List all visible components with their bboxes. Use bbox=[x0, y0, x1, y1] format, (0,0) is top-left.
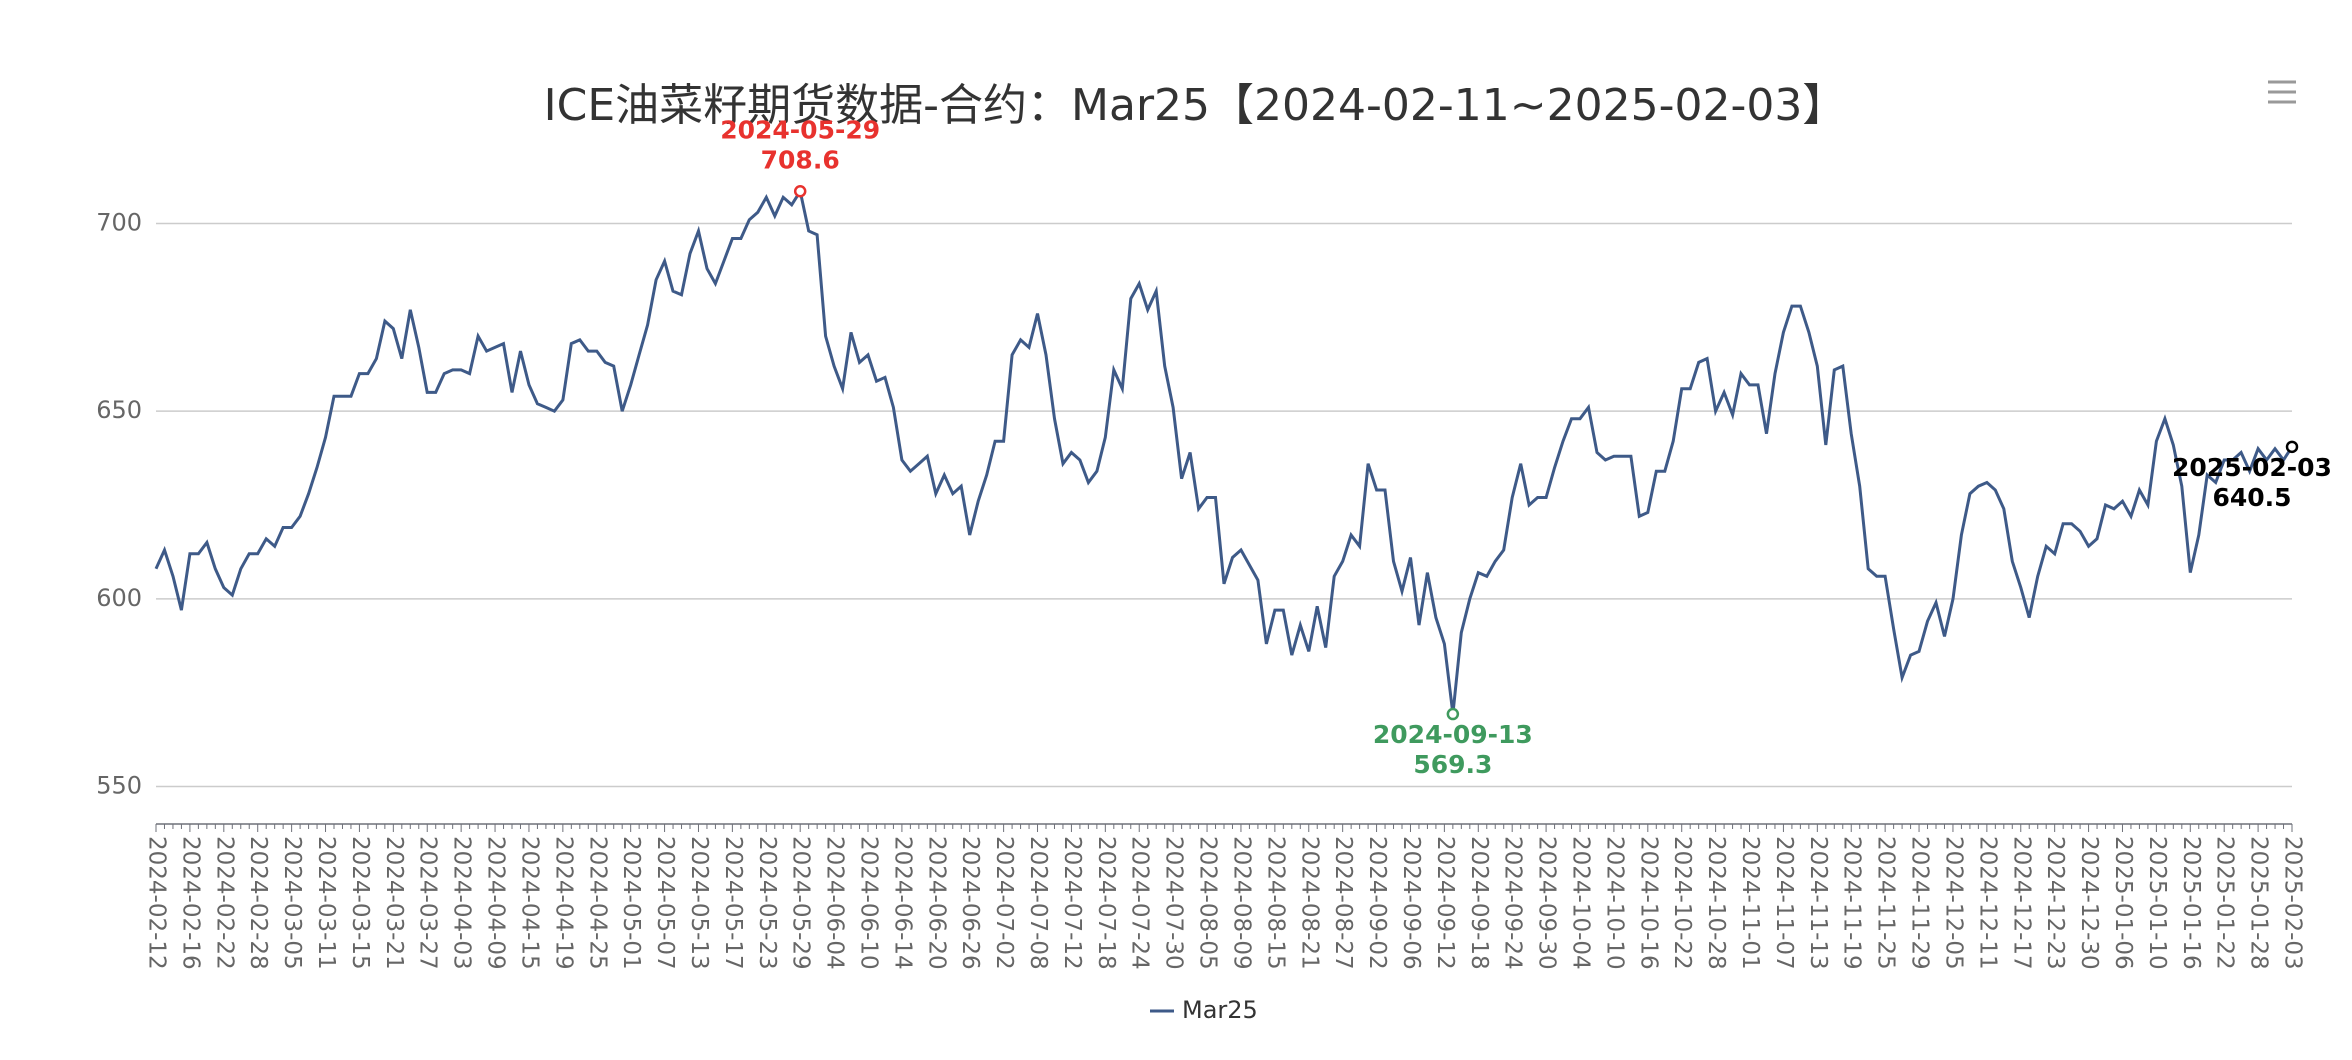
x-tick-label: 2024-08-27 bbox=[1330, 836, 1356, 970]
x-tick-label: 2024-03-27 bbox=[415, 836, 441, 970]
series-line bbox=[154, 187, 2294, 715]
x-tick-label: 2025-01-16 bbox=[2178, 836, 2204, 970]
x-tick-label: 2024-05-13 bbox=[686, 836, 712, 970]
x-tick-label: 2024-08-05 bbox=[1195, 836, 1221, 970]
x-tick-label: 2024-11-25 bbox=[1873, 836, 1899, 970]
x-tick-label: 2024-10-28 bbox=[1703, 836, 1729, 970]
x-tick-label: 2024-05-23 bbox=[754, 836, 780, 970]
x-tick-label: 2024-09-02 bbox=[1364, 836, 1390, 970]
x-tick-label: 2024-06-14 bbox=[889, 836, 915, 970]
annotation-marker bbox=[793, 185, 807, 198]
x-tick-label: 2024-09-12 bbox=[1432, 836, 1458, 970]
x-tick-label: 2024-11-01 bbox=[1737, 836, 1763, 970]
x-tick-label: 2024-12-11 bbox=[1974, 836, 2000, 970]
x-tick-label: 2024-05-01 bbox=[618, 836, 644, 970]
x-tick-label: 2024-04-03 bbox=[449, 836, 475, 970]
x-tick-label: 2024-09-18 bbox=[1466, 836, 1492, 970]
y-tick-label: 650 bbox=[96, 396, 142, 424]
legend-label: Mar25 bbox=[1182, 996, 1258, 1024]
x-tick-label: 2024-06-26 bbox=[957, 836, 983, 970]
x-tick-label: 2024-03-21 bbox=[381, 836, 407, 970]
x-tick-label: 2024-07-30 bbox=[1161, 836, 1187, 970]
x-tick-label: 2024-05-17 bbox=[720, 836, 746, 970]
x-tick-label: 2024-04-09 bbox=[483, 836, 509, 970]
x-tick-label: 2024-04-25 bbox=[584, 836, 610, 970]
x-tick-label: 2024-12-30 bbox=[2076, 836, 2102, 970]
x-tick-label: 2024-02-16 bbox=[177, 836, 203, 970]
x-tick-label: 2024-06-10 bbox=[856, 836, 882, 970]
y-tick-label: 700 bbox=[96, 209, 142, 237]
annotation-date: 2024-09-13 bbox=[1373, 720, 1533, 749]
x-tick-label: 2024-08-09 bbox=[1228, 836, 1254, 970]
x-tick-label: 2024-03-05 bbox=[279, 836, 305, 970]
x-tick-label: 2025-01-28 bbox=[2246, 836, 2272, 970]
x-tick-label: 2024-07-08 bbox=[1025, 836, 1051, 970]
x-tick-label: 2025-02-03 bbox=[2280, 836, 2306, 970]
x-tick-label: 2024-11-19 bbox=[1839, 836, 1865, 970]
x-tick-label: 2025-01-06 bbox=[2110, 836, 2136, 970]
x-tick-label: 2025-01-10 bbox=[2144, 836, 2170, 970]
x-tick-label: 2024-06-20 bbox=[923, 836, 949, 970]
x-tick-label: 2024-10-10 bbox=[1601, 836, 1627, 970]
x-tick-label: 2024-03-11 bbox=[313, 836, 339, 970]
x-tick-label: 2024-08-21 bbox=[1296, 836, 1322, 970]
y-tick-label: 600 bbox=[96, 584, 142, 612]
x-tick-label: 2024-11-07 bbox=[1771, 836, 1797, 970]
annotation-marker bbox=[2285, 440, 2299, 454]
y-tick-label: 550 bbox=[96, 771, 142, 799]
x-tick-label: 2024-04-19 bbox=[550, 836, 576, 970]
x-tick-label: 2024-07-18 bbox=[1093, 836, 1119, 970]
x-tick-label: 2024-07-24 bbox=[1127, 836, 1153, 970]
annotation-value: 640.5 bbox=[2212, 483, 2291, 512]
x-tick-label: 2024-05-29 bbox=[788, 836, 814, 970]
chart-title: ICE油菜籽期货数据-合约：Mar25【2024-02-11~2025-02-0… bbox=[544, 80, 1847, 131]
x-tick-label: 2024-03-15 bbox=[347, 836, 373, 970]
x-tick-label: 2024-10-16 bbox=[1635, 836, 1661, 970]
x-tick-label: 2024-02-22 bbox=[211, 836, 237, 970]
x-tick-label: 2024-09-06 bbox=[1398, 836, 1424, 970]
annotation-value: 708.6 bbox=[761, 145, 840, 174]
x-tick-label: 2024-07-12 bbox=[1059, 836, 1085, 970]
x-tick-label: 2024-11-29 bbox=[1907, 836, 1933, 970]
annotation-date: 2025-02-03 bbox=[2172, 453, 2332, 482]
x-tick-label: 2024-07-02 bbox=[991, 836, 1017, 970]
x-tick-label: 2024-08-15 bbox=[1262, 836, 1288, 970]
menu-icon[interactable] bbox=[2268, 80, 2296, 104]
x-tick-label: 2024-05-07 bbox=[652, 836, 678, 970]
x-tick-label: 2024-02-12 bbox=[144, 836, 170, 970]
x-tick-label: 2024-10-04 bbox=[1568, 836, 1594, 970]
x-tick-label: 2025-01-22 bbox=[2212, 836, 2238, 970]
x-tick-label: 2024-11-13 bbox=[1805, 836, 1831, 970]
annotation-value: 569.3 bbox=[1413, 750, 1492, 779]
x-tick-label: 2024-04-15 bbox=[516, 836, 542, 970]
x-tick-label: 2024-09-24 bbox=[1500, 836, 1526, 970]
x-tick-label: 2024-12-17 bbox=[2008, 836, 2034, 970]
annotation-date: 2024-05-29 bbox=[720, 115, 880, 144]
x-tick-label: 2024-12-05 bbox=[1940, 836, 1966, 970]
x-tick-label: 2024-02-28 bbox=[245, 836, 271, 970]
annotation-marker bbox=[1446, 707, 1460, 721]
x-tick-label: 2024-09-30 bbox=[1534, 836, 1560, 970]
x-tick-label: 2024-06-04 bbox=[822, 836, 848, 970]
x-tick-label: 2024-10-22 bbox=[1669, 836, 1695, 970]
x-tick-label: 2024-12-23 bbox=[2042, 836, 2068, 970]
